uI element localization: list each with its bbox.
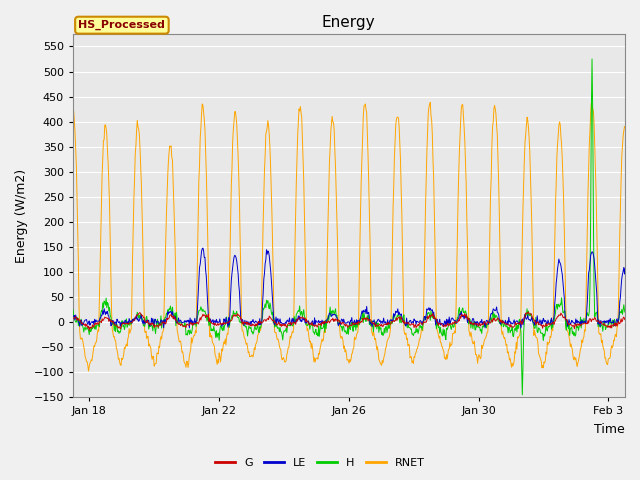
Text: HS_Processed: HS_Processed [79, 20, 165, 30]
Legend: G, LE, H, RNET: G, LE, H, RNET [211, 453, 429, 472]
Y-axis label: Energy (W/m2): Energy (W/m2) [15, 168, 28, 263]
Title: Energy: Energy [322, 15, 376, 30]
Text: Time: Time [594, 423, 625, 436]
